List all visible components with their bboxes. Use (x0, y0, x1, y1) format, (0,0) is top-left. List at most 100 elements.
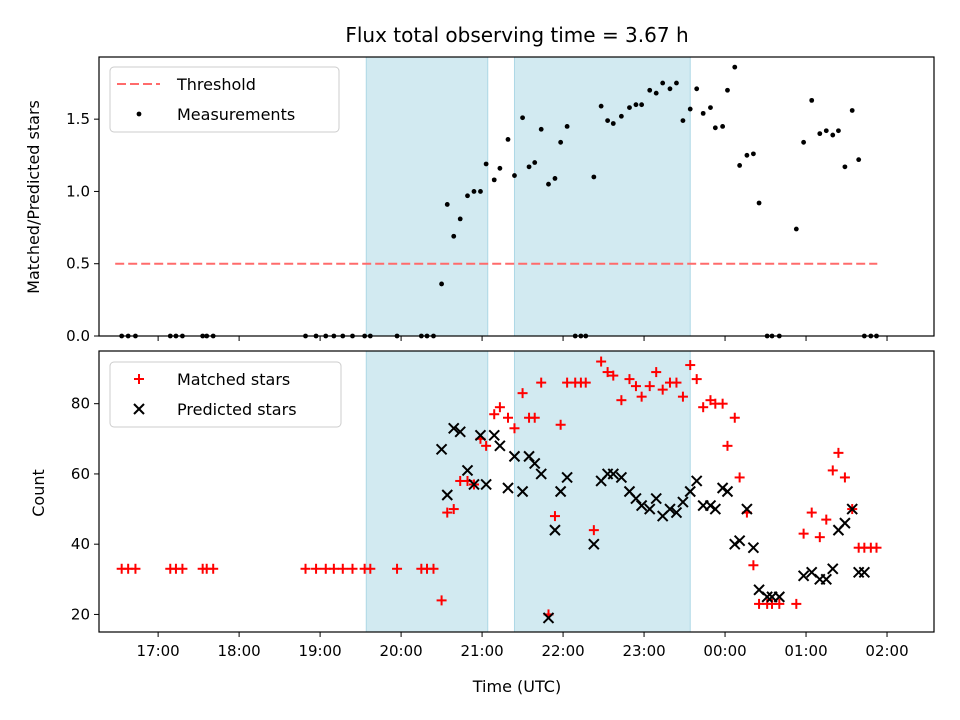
predicted-point (741, 503, 753, 515)
top-y-tick-label: 1.0 (66, 182, 90, 200)
predicted-point (615, 471, 628, 484)
predicted-point (549, 524, 561, 536)
matched-point (636, 391, 647, 402)
predicted-point (508, 450, 521, 463)
measurement-point (712, 125, 718, 131)
predicted-point (588, 538, 600, 550)
predicted-point-b (644, 503, 656, 515)
measurement-point (465, 193, 470, 199)
matched-point (502, 412, 513, 423)
measurement-point (627, 105, 632, 110)
matched-point (657, 384, 668, 395)
predicted-point (684, 485, 696, 498)
matched-point (616, 395, 627, 406)
legend-measurements-label: Measurements (177, 105, 295, 124)
matched-point (588, 525, 599, 536)
predicted-point-b (664, 503, 676, 515)
predicted-point-b (670, 506, 683, 519)
predicted-point (488, 429, 500, 442)
bottom-y-tick-label: 80 (71, 395, 90, 413)
matched-point (328, 563, 339, 574)
measurement-point (756, 200, 762, 206)
measurement-point (591, 174, 597, 180)
predicted-point (650, 492, 662, 505)
predicted-point-b (684, 485, 696, 498)
predicted-point-b (623, 485, 636, 498)
matched-point (871, 542, 882, 553)
predicted-point (721, 485, 734, 498)
predicted-point (448, 422, 460, 434)
bottom-legend-frame (109, 361, 342, 428)
predicted-point (761, 591, 773, 603)
predicted-point-b (607, 468, 619, 480)
matched-point (580, 377, 591, 388)
legend-predicted-marker-shape-b (133, 403, 145, 415)
bottom-x-tick-label: 20:00 (379, 642, 422, 660)
matched-point (630, 381, 641, 392)
bottom-shaded-span-1 (513, 350, 691, 633)
bottom-series-0 (116, 356, 882, 620)
measurement-point (744, 152, 750, 158)
matched-point (392, 563, 403, 574)
matched-point (442, 507, 453, 518)
top-axes-frame (98, 56, 935, 337)
legend-predicted-marker-shape (133, 403, 145, 415)
measurement-point (538, 126, 544, 132)
measurement-point (694, 86, 700, 92)
matched-point (798, 528, 809, 539)
predicted-point (454, 426, 466, 438)
bottom-y-tick-label: 20 (71, 605, 90, 623)
matched-point (833, 447, 844, 458)
measurement-point (856, 157, 862, 163)
measurement-point (598, 103, 604, 109)
measurement-point (451, 233, 457, 239)
predicted-point-b (494, 440, 506, 452)
predicted-point-b (588, 538, 600, 550)
predicted-point-b (488, 429, 500, 442)
matched-point (208, 563, 219, 574)
predicted-point (461, 464, 474, 477)
matched-point (608, 370, 619, 381)
predicted-point-b (846, 503, 858, 515)
bottom-x-tick-label: 23:00 (622, 642, 665, 660)
predicted-point-b (677, 496, 689, 508)
matched-point (821, 514, 832, 525)
measurement-point (823, 128, 829, 134)
predicted-point (561, 471, 573, 484)
measurement-point (444, 202, 450, 207)
bottom-x-tick-label: 17:00 (137, 642, 180, 660)
predicted-point (529, 457, 541, 470)
predicted-point-b (502, 482, 514, 494)
predicted-point (747, 541, 760, 554)
measurement-point (725, 87, 730, 93)
matched-point (428, 563, 439, 574)
matched-point (748, 560, 759, 571)
measurement-point (849, 108, 855, 113)
bottom-y-axis-label: Count (29, 469, 48, 517)
top-y-tick-label: 1.5 (66, 110, 90, 128)
predicted-point-b (448, 422, 460, 434)
predicted-point (820, 573, 832, 586)
matched-point (839, 472, 850, 483)
legend-predicted-label: Predicted stars (177, 400, 297, 419)
predicted-point (635, 499, 648, 512)
bottom-x-tick-label: 21:00 (460, 642, 503, 660)
predicted-point-b (747, 541, 760, 554)
top-shaded-span-1 (513, 56, 691, 337)
measurement-point (532, 160, 538, 165)
chart-title: Flux total observing time = 3.67 h (345, 23, 688, 47)
predicted-point-b (761, 591, 773, 603)
predicted-point-b (635, 499, 648, 512)
measurement-point (457, 216, 463, 222)
predicted-point (494, 440, 506, 452)
matched-point (717, 398, 728, 409)
top-y-axis-label: Matched/Predicted stars (24, 100, 43, 294)
predicted-point-b (773, 591, 786, 603)
bottom-x-tick-label: 18:00 (217, 642, 260, 660)
matched-point (827, 465, 838, 476)
measurement-point (700, 110, 706, 116)
matched-point (130, 563, 141, 574)
measurement-point (830, 132, 836, 138)
matched-point (365, 563, 376, 574)
predicted-point-b (468, 478, 480, 491)
